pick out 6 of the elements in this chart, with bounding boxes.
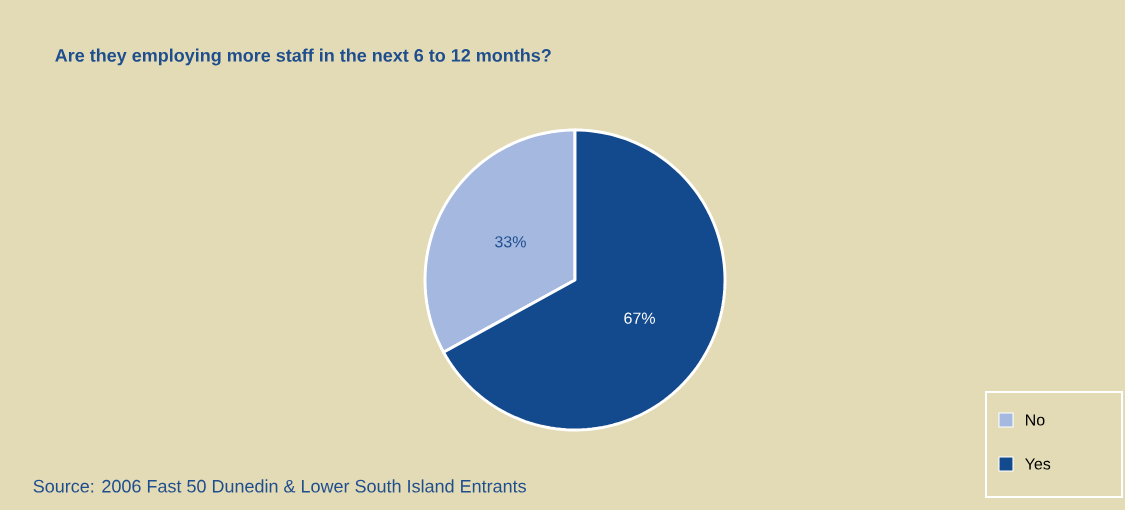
- chart-title: Are they employing more staff in the next 6 to 12 months?: [55, 48, 551, 66]
- legend-label: No: [1026, 414, 1045, 426]
- source-note: Source: 2006 Fast 50 Dunedin & Lower South Island Entrants: [33, 479, 526, 493]
- legend-label: Yes: [1025, 458, 1051, 470]
- data-label: 33%: [495, 236, 526, 248]
- data-label: 67%: [624, 312, 655, 324]
